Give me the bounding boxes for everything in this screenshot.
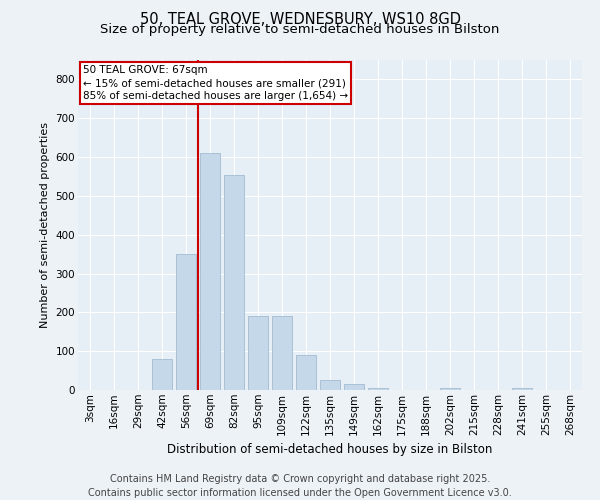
Bar [200, 153, 220, 390]
Bar [224, 174, 244, 390]
Bar [440, 388, 460, 390]
Bar [344, 384, 364, 390]
Bar [272, 316, 292, 390]
Text: 50, TEAL GROVE, WEDNESBURY, WS10 8GD: 50, TEAL GROVE, WEDNESBURY, WS10 8GD [139, 12, 461, 28]
Text: Size of property relative to semi-detached houses in Bilston: Size of property relative to semi-detach… [100, 22, 500, 36]
Bar [248, 316, 268, 390]
Bar [152, 359, 172, 390]
Bar [512, 388, 532, 390]
Bar [176, 254, 196, 390]
Bar [320, 380, 340, 390]
Bar [368, 388, 388, 390]
Text: Contains HM Land Registry data © Crown copyright and database right 2025.
Contai: Contains HM Land Registry data © Crown c… [88, 474, 512, 498]
Text: 50 TEAL GROVE: 67sqm
← 15% of semi-detached houses are smaller (291)
85% of semi: 50 TEAL GROVE: 67sqm ← 15% of semi-detac… [83, 65, 348, 102]
Y-axis label: Number of semi-detached properties: Number of semi-detached properties [40, 122, 50, 328]
X-axis label: Distribution of semi-detached houses by size in Bilston: Distribution of semi-detached houses by … [167, 443, 493, 456]
Bar [296, 355, 316, 390]
